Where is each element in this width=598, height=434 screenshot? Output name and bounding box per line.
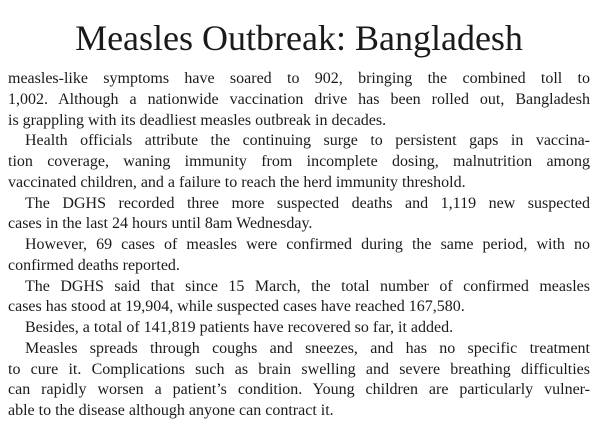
article-body: measles-like symptoms have soared to 902… (8, 69, 590, 422)
paragraph: However, 69 cases of measles were confir… (8, 235, 590, 277)
text-line: The DGHS recorded three more suspected d… (25, 194, 590, 212)
text-line: However, 69 cases of measles were confir… (25, 236, 590, 253)
text-line: The DGHS said that since 15 March, the t… (25, 277, 590, 295)
text-line: 1,002. Although a nationwide vaccination… (8, 90, 590, 108)
paragraph: The DGHS said that since 15 March, the t… (8, 277, 590, 319)
paragraph: Measles spreads through coughs and sneez… (8, 339, 590, 422)
text-line: Health officials attribute the continuin… (25, 132, 590, 150)
text-line: Besides, a total of 141,819 patients hav… (25, 319, 454, 336)
paragraph: measles-like symptoms have soared to 902… (8, 69, 590, 131)
text-line: to cure it. Complications such as brain … (8, 360, 590, 378)
paragraph: Health officials attribute the continuin… (8, 131, 590, 193)
text-line: cases has stood at 19,904, while suspect… (8, 298, 465, 316)
text-line: confirmed deaths reported. (8, 256, 180, 274)
text-line: measles-like symptoms have soared to 902… (8, 70, 590, 87)
text-line: Measles spreads through coughs and sneez… (25, 339, 590, 357)
headline: Measles Outbreak: Bangladesh (75, 18, 523, 58)
text-line: tion coverage, waning immunity from inco… (8, 153, 590, 170)
text-line: vaccinated children, and a failure to re… (8, 173, 466, 191)
text-line: cases in the last 24 hours until 8am Wed… (8, 215, 313, 233)
paragraph: Besides, a total of 141,819 patients hav… (8, 318, 590, 339)
text-line: able to the disease although anyone can … (8, 402, 334, 419)
text-line: is grappling with its deadliest measles … (8, 111, 387, 129)
text-line: can rapidly worsen a patient’s condition… (8, 381, 590, 399)
paragraph: The DGHS recorded three more suspected d… (8, 194, 590, 236)
